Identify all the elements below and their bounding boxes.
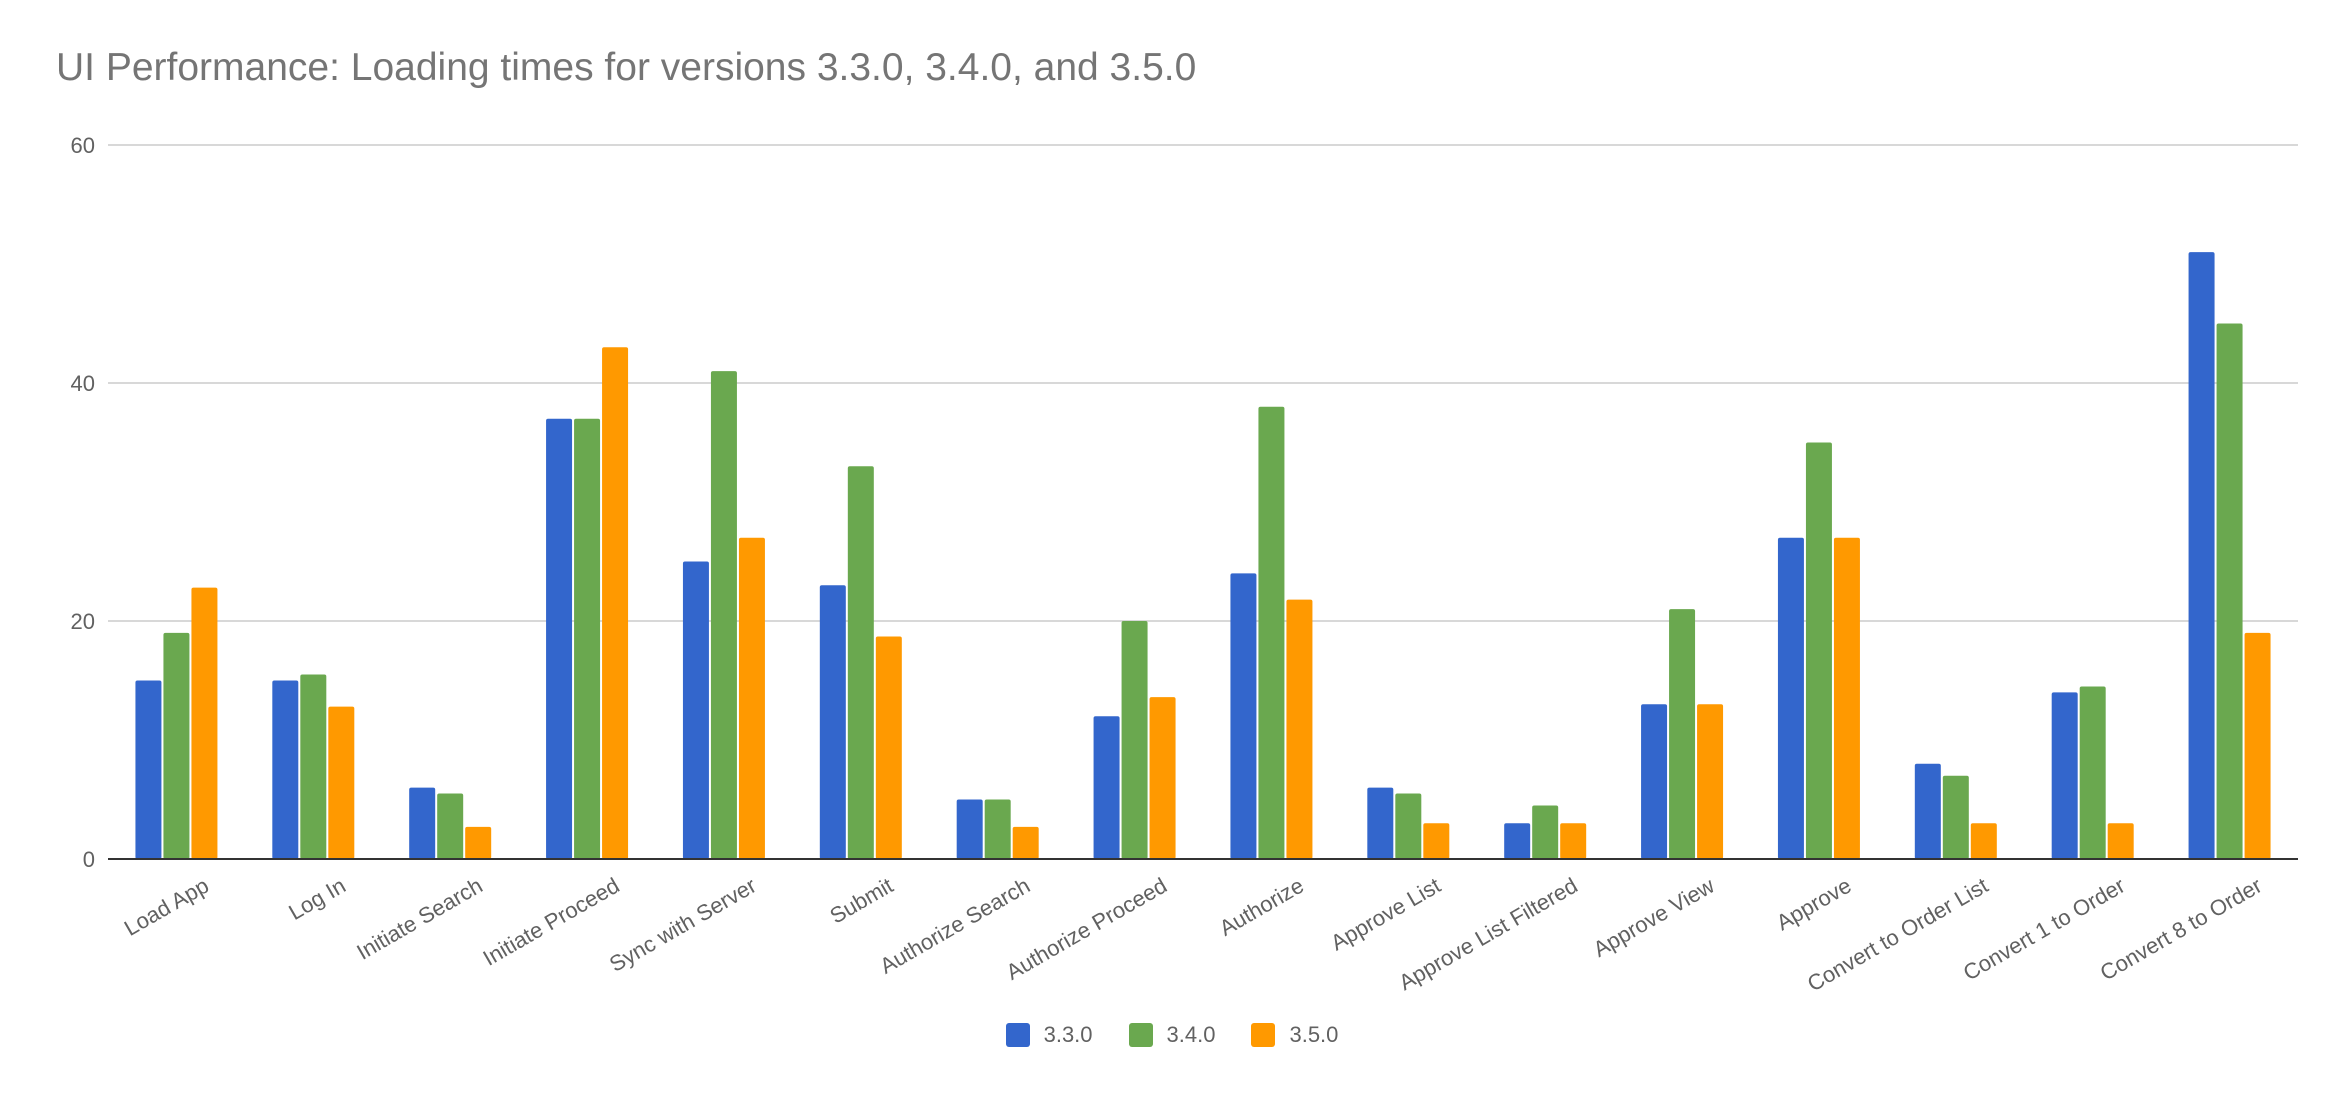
bar (191, 587, 218, 859)
bar (1395, 793, 1422, 859)
legend-item: 3.4.0 (1128, 1022, 1216, 1048)
bar (1121, 621, 1148, 859)
x-tick-label: Approve List (1326, 873, 1444, 956)
legend-label: 3.4.0 (1166, 1022, 1216, 1047)
bar (1423, 823, 1450, 859)
bar (956, 799, 983, 859)
bar (300, 674, 327, 859)
bar (1012, 826, 1039, 859)
y-tick-label: 60 (71, 133, 95, 158)
x-tick-label: Log In (284, 873, 349, 925)
legend-swatch (1128, 1023, 1153, 1047)
bar (1805, 442, 1832, 859)
legend-swatch (1005, 1023, 1030, 1047)
bar (1641, 704, 1668, 859)
bar (710, 371, 737, 859)
legend-label: 3.3.0 (1043, 1022, 1093, 1047)
bar (1504, 823, 1531, 859)
bar (2188, 252, 2215, 860)
bar (1777, 537, 1804, 859)
x-tick-label: Initiate Proceed (479, 873, 624, 971)
x-tick-label: Authorize (1215, 873, 1308, 941)
bar (1258, 406, 1285, 859)
bars (135, 252, 2271, 860)
bar (1697, 704, 1724, 859)
x-tick-label: Approve View (1589, 873, 1719, 962)
legend-item: 3.5.0 (1251, 1022, 1338, 1048)
y-tick-label: 0 (83, 847, 95, 872)
legend-label: 3.5.0 (1289, 1022, 1339, 1047)
bar (1970, 823, 1997, 859)
bar (2079, 686, 2106, 859)
bar (272, 680, 299, 859)
bar (2244, 632, 2271, 859)
bar (1833, 537, 1860, 859)
bar (1560, 823, 1587, 859)
bar (847, 466, 874, 859)
bar (409, 787, 436, 859)
x-tick-label: Submit (826, 873, 898, 929)
bar (465, 826, 492, 859)
bar (1942, 775, 1969, 859)
y-tick-label: 40 (71, 371, 95, 396)
y-tick-label: 20 (71, 609, 95, 634)
chart-title: UI Performance: Loading times for versio… (56, 46, 1197, 89)
bar (819, 585, 846, 859)
legend-item: 3.3.0 (1005, 1022, 1093, 1048)
bar (2107, 823, 2134, 859)
bar (1669, 609, 1696, 859)
bar (328, 706, 355, 859)
bar (574, 418, 601, 859)
bar (875, 636, 902, 859)
gridlines (108, 144, 2298, 622)
bar (602, 347, 629, 859)
bar (1914, 763, 1941, 859)
bar (1367, 787, 1394, 859)
bar (1093, 716, 1120, 859)
bar (437, 793, 464, 859)
bar (1532, 805, 1559, 859)
x-tick-label: Sync with Server (605, 873, 760, 977)
bar (2051, 692, 2078, 859)
bar (2216, 323, 2243, 859)
bar (1149, 697, 1176, 859)
bar (1230, 573, 1257, 859)
bar (163, 632, 190, 859)
x-tick-label: Approve (1772, 873, 1855, 936)
bar (682, 561, 709, 859)
x-tick-label: Initiate Search (352, 873, 486, 965)
bar (135, 680, 162, 859)
y-axis-ticks: 0 20 40 60 (71, 133, 95, 872)
legend-swatch (1251, 1023, 1276, 1047)
bar (738, 537, 765, 859)
bar (984, 799, 1011, 859)
bar (1286, 599, 1313, 859)
legend: 3.3.0 3.4.0 3.5.0 (0, 1022, 2344, 1048)
x-tick-label: Load App (120, 873, 213, 941)
bar (546, 418, 573, 859)
